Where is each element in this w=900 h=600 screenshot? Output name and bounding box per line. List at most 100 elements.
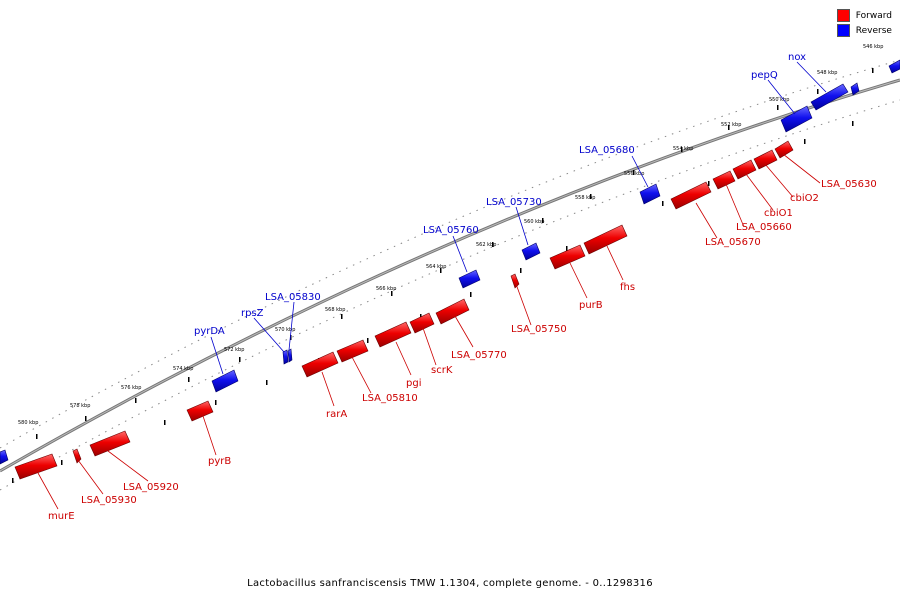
scale-tick (777, 105, 779, 110)
scale-tick (85, 416, 87, 421)
legend-forward: Forward (836, 8, 892, 23)
gene-pgi[interactable] (374, 321, 412, 348)
gene-cbiO2[interactable] (753, 149, 778, 170)
scale-tick-label: 574 kbp (173, 366, 193, 372)
legend-reverse-label: Reverse (855, 25, 892, 36)
scale-tick (135, 398, 137, 403)
gene-cbiO1[interactable] (732, 159, 757, 180)
gene-partial-right[interactable] (888, 59, 900, 74)
gene-LSA_05770[interactable] (435, 298, 470, 325)
gene-label-murE: murE (48, 511, 75, 522)
gene-label-nox: nox (788, 52, 806, 63)
gene-label-LSA_05750: LSA_05750 (511, 324, 567, 335)
gene-label-pyrB: pyrB (208, 456, 231, 467)
scale-tick-label: 568 kbp (325, 307, 345, 313)
scale-tick-label: 576 kbp (121, 385, 141, 391)
gene-label-pyrDA: pyrDA (194, 326, 225, 337)
gene-label-LSA_05770: LSA_05770 (451, 350, 507, 361)
gene-label-cbiO2: cbiO2 (790, 193, 819, 204)
gene-pepQ[interactable] (780, 105, 813, 133)
gene-purB[interactable] (549, 244, 586, 270)
scale-tick-label: 558 kbp (575, 195, 595, 201)
scale-tick (728, 125, 730, 130)
gene-murE[interactable] (14, 453, 58, 480)
gene-fhs[interactable] (583, 224, 628, 255)
gene-label-rpsZ: rpsZ (241, 308, 264, 319)
scale-tick (542, 218, 544, 223)
gene-LSA_05630[interactable] (774, 140, 794, 159)
legend-forward-label: Forward (855, 10, 892, 21)
gene-LSA_05810[interactable] (336, 339, 369, 363)
gene-label-LSA_05670: LSA_05670 (705, 237, 761, 248)
gene-label-scrK: scrK (431, 365, 453, 376)
gene-LSA_05730[interactable] (521, 242, 541, 261)
reverse-strand-ruler (0, 59, 900, 449)
gene-label-LSA_05660: LSA_05660 (736, 222, 792, 233)
gene-rarA[interactable] (301, 351, 339, 378)
reverse-gene-labels: nox pepQ LSA_05680 LSA_05730 LSA_05760 L… (194, 52, 806, 337)
forward-genes (14, 140, 794, 480)
gene-nox[interactable] (810, 83, 849, 111)
scale-tick (36, 434, 38, 439)
scale-tick-label: 546 kbp (863, 44, 883, 50)
scale-tick (440, 268, 442, 273)
genome-backbone (0, 78, 900, 473)
gene-nox-2[interactable] (850, 82, 860, 96)
scale-tick (872, 68, 874, 73)
gene-label-pgi: pgi (406, 378, 421, 389)
scale-tick-label: 554 kbp (673, 146, 693, 152)
map-caption: Lactobacillus sanfranciscensis TMW 1.130… (247, 578, 653, 589)
gene-scrK[interactable] (409, 312, 435, 334)
forward-gene-labels: LSA_05630 cbiO2 cbiO1 LSA_05660 LSA_0567… (48, 179, 877, 522)
scale-tick-label: 556 kbp (624, 171, 644, 177)
scale-tick-label: 566 kbp (376, 286, 396, 292)
gene-label-cbiO1: cbiO1 (764, 208, 793, 219)
legend-reverse: Reverse (836, 23, 892, 38)
scale-tick (590, 194, 592, 199)
gene-rpsZ[interactable] (282, 349, 289, 365)
forward-swatch (836, 9, 850, 22)
scale-tick (290, 335, 292, 340)
gene-label-LSA_05830: LSA_05830 (265, 292, 321, 303)
gene-label-LSA_05760: LSA_05760 (423, 225, 479, 236)
gene-LSA_05750[interactable] (510, 273, 520, 289)
scale-tick (681, 147, 683, 152)
leader-lines (37, 61, 827, 510)
gene-LSA_05930[interactable] (72, 448, 82, 464)
scale-tick (492, 242, 494, 247)
scale-tick-label: 578 kbp (70, 403, 90, 409)
scale-tick-label: 550 kbp (769, 97, 789, 103)
scale-tick-label: 580 kbp (18, 420, 38, 426)
gene-pyrB[interactable] (186, 400, 214, 422)
scale-tick-label: 552 kbp (721, 122, 741, 128)
gene-label-pepQ: pepQ (751, 70, 778, 81)
gene-LSA_05660[interactable] (712, 170, 736, 190)
scale-tick (633, 170, 635, 175)
scale-tick (188, 377, 190, 382)
gene-label-rarA: rarA (326, 409, 347, 420)
reverse-genes (0, 59, 900, 465)
scale-tick-label: 548 kbp (817, 70, 837, 76)
gene-LSA_05670[interactable] (670, 181, 712, 210)
gene-LSA_05830[interactable] (287, 348, 293, 363)
legend: Forward Reverse (836, 8, 892, 38)
scale-ticks: 546 kbp 548 kbp 550 kbp 552 kbp 554 kbp … (18, 44, 883, 439)
scale-tick (817, 89, 819, 94)
gene-label-LSA_05920: LSA_05920 (123, 482, 179, 493)
gene-label-LSA_05680: LSA_05680 (579, 145, 635, 156)
scale-tick-label: 570 kbp (275, 327, 295, 333)
reverse-swatch (836, 24, 850, 37)
gene-label-fhs: fhs (620, 282, 635, 293)
forward-strand-ticks (12, 121, 854, 483)
gene-LSA_05680[interactable] (639, 183, 661, 205)
gene-label-purB: purB (579, 300, 603, 311)
gene-LSA_05760[interactable] (458, 269, 481, 289)
gene-partial-left[interactable] (0, 449, 9, 465)
scale-tick (391, 291, 393, 296)
gene-pyrDA[interactable] (211, 369, 239, 393)
gene-LSA_05920[interactable] (89, 430, 131, 457)
scale-tick (341, 314, 343, 319)
scale-tick-label: 572 kbp (224, 347, 244, 353)
scale-tick (239, 357, 241, 362)
